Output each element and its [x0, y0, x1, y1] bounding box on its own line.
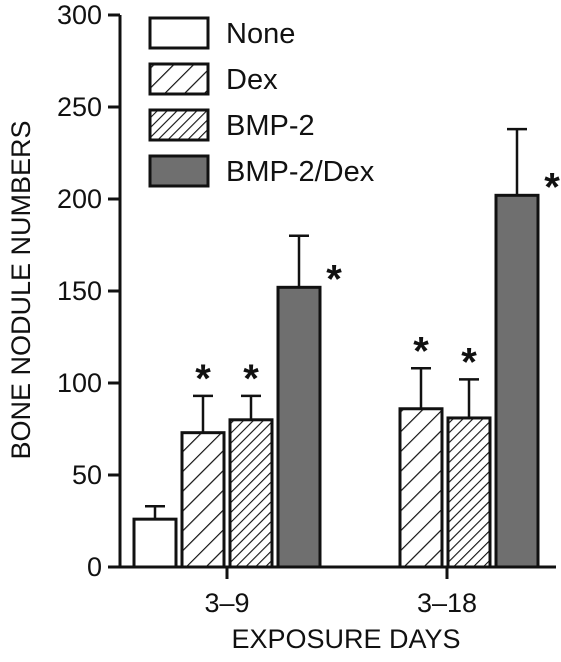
y-axis: 0 50 100 150 200 250 300	[57, 0, 122, 582]
x-tick-label: 3–18	[417, 588, 477, 618]
legend-swatch	[148, 108, 210, 142]
significance-star: *	[544, 165, 560, 209]
x-tick-label: 3–9	[204, 588, 249, 618]
legend: None Dex BMP-2 BMP-2/Dex	[148, 16, 375, 188]
bar	[398, 407, 444, 569]
legend-label: None	[226, 18, 295, 50]
bars: * * * * * *	[132, 127, 560, 569]
y-tick-label: 300	[57, 0, 102, 30]
significance-star: *	[195, 357, 211, 401]
x-axis-title: EXPOSURE DAYS	[231, 624, 460, 654]
y-tick-label: 50	[72, 460, 102, 490]
bar	[228, 418, 274, 569]
legend-label: BMP-2	[226, 110, 315, 142]
bar	[132, 517, 178, 569]
significance-star: *	[326, 257, 342, 301]
significance-star: *	[243, 357, 259, 401]
y-tick-label: 100	[57, 368, 102, 398]
y-tick-label: 250	[57, 92, 102, 122]
significance-star: *	[413, 329, 429, 373]
legend-swatch	[148, 62, 210, 96]
y-tick-label: 150	[57, 276, 102, 306]
legend-label: BMP-2/Dex	[226, 156, 375, 188]
legend-swatch	[148, 154, 210, 188]
y-tick-label: 0	[87, 552, 102, 582]
x-axis: 3–9 3–18	[120, 565, 556, 618]
y-tick-label: 200	[57, 184, 102, 214]
y-axis-title: BONE NODULE NUMBERS	[6, 120, 36, 459]
legend-label: Dex	[226, 64, 278, 96]
bar	[494, 193, 540, 569]
bar	[276, 285, 322, 569]
legend-swatch	[148, 16, 210, 50]
significance-star: *	[461, 340, 477, 384]
bar	[180, 431, 226, 569]
bar	[446, 416, 492, 569]
